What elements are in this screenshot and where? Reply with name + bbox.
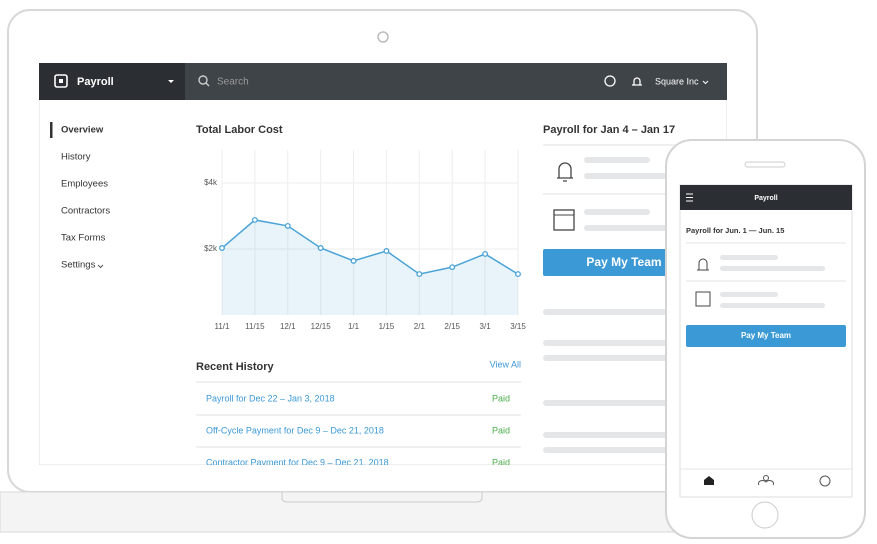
- history-row-label[interactable]: Payroll for Dec 22 – Jan 3, 2018: [206, 393, 335, 403]
- area: [222, 219, 518, 315]
- placeholder: [584, 209, 650, 215]
- calendar-icon: [695, 291, 711, 307]
- placeholder: [720, 292, 778, 297]
- camera: [377, 31, 389, 43]
- x-tick-label: 12/1: [280, 322, 296, 331]
- point: [449, 264, 456, 271]
- home-tab[interactable]: [704, 476, 714, 485]
- pay-button-label[interactable]: Pay My Team: [586, 255, 661, 269]
- placeholder: [584, 157, 650, 163]
- line: [221, 219, 519, 275]
- nav-item[interactable]: History: [61, 152, 91, 163]
- phone-pay-button[interactable]: [686, 325, 846, 347]
- point: [317, 245, 324, 251]
- nav-item[interactable]: Overview: [61, 125, 104, 136]
- x-tick-label: 11/15: [245, 322, 265, 331]
- x-tick-label: 11/1: [215, 322, 231, 331]
- search-icon-handle: [205, 82, 210, 87]
- x-tick-label: 1/1: [348, 322, 360, 331]
- settings-caret: [97, 264, 104, 269]
- x-tick-label: 3/1: [480, 322, 492, 331]
- placeholder: [720, 303, 825, 308]
- square-logo-dot: [59, 79, 63, 83]
- laptop-base: [0, 491, 771, 533]
- x-tick-label: 3/15: [510, 322, 526, 331]
- calendar-icon: [553, 209, 575, 231]
- phone-speaker: [744, 161, 786, 168]
- placeholder: [720, 266, 825, 271]
- nav-item[interactable]: Employees: [61, 179, 108, 190]
- nav-item[interactable]: Tax Forms: [61, 233, 106, 244]
- x-tick-label: 12/15: [311, 322, 332, 331]
- x-tick-label: 2/15: [444, 322, 460, 331]
- bell-icon: [557, 162, 573, 182]
- history-tab[interactable]: [819, 475, 831, 487]
- point: [383, 248, 390, 254]
- team-tab-body: [758, 480, 774, 486]
- bell-icon: [697, 258, 709, 271]
- bell-icon[interactable]: [632, 77, 642, 86]
- history-row-status: Paid: [492, 425, 510, 435]
- search-icon[interactable]: [198, 75, 208, 85]
- panel-title: Payroll for Jan 4 – Jan 17: [543, 124, 675, 136]
- point: [515, 271, 521, 278]
- history-row-status: Paid: [492, 457, 510, 467]
- brand-caret[interactable]: [168, 80, 174, 83]
- history-row-label[interactable]: Off-Cycle Payment for Dec 9 – Dec 21, 20…: [206, 425, 384, 435]
- phone-subtitle: Payroll for Jun. 1 — Jun. 15: [686, 226, 784, 235]
- point: [482, 250, 489, 257]
- phone-header: [680, 185, 852, 210]
- placeholder: [584, 225, 684, 231]
- company-menu[interactable]: Square Inc: [655, 76, 699, 86]
- placeholder: [720, 255, 778, 260]
- nav-item[interactable]: Settings: [61, 260, 96, 271]
- square-logo: [54, 74, 68, 88]
- team-tab[interactable]: [763, 475, 769, 481]
- point: [350, 257, 357, 264]
- point: [284, 222, 291, 229]
- phone-pay-button-label[interactable]: Pay My Team: [741, 331, 791, 340]
- brand-area: [39, 63, 185, 100]
- x-tick-label: 2/1: [414, 322, 426, 331]
- chart-title: Total Labor Cost: [196, 124, 283, 136]
- point: [416, 271, 423, 278]
- search-input[interactable]: Search: [217, 77, 249, 88]
- x-tick-label: 1/15: [379, 322, 395, 331]
- view-all-link[interactable]: View All: [490, 359, 521, 369]
- point: [219, 245, 225, 251]
- help-icon[interactable]: [604, 75, 616, 87]
- menu-icon[interactable]: [686, 193, 693, 202]
- history-row-status: Paid: [492, 393, 510, 403]
- phone-home-button: [751, 501, 779, 529]
- point: [251, 217, 258, 223]
- placeholder: [584, 173, 684, 179]
- screen: Payroll Search Square Inc Overview Histor…: [39, 63, 727, 467]
- history-title: Recent History: [196, 361, 275, 373]
- nav-item[interactable]: Contractors: [61, 206, 110, 217]
- phone-title: Payroll: [754, 195, 777, 202]
- active-indicator: [50, 122, 53, 138]
- history-row-label[interactable]: Contractor Payment for Dec 9 – Dec 21, 2…: [206, 457, 389, 467]
- y-tick-label: $2k: [204, 244, 218, 253]
- company-caret: [702, 80, 709, 85]
- brand[interactable]: Payroll: [77, 76, 114, 88]
- laptop-notch: [281, 492, 483, 503]
- y-tick-label: $4k: [204, 178, 218, 187]
